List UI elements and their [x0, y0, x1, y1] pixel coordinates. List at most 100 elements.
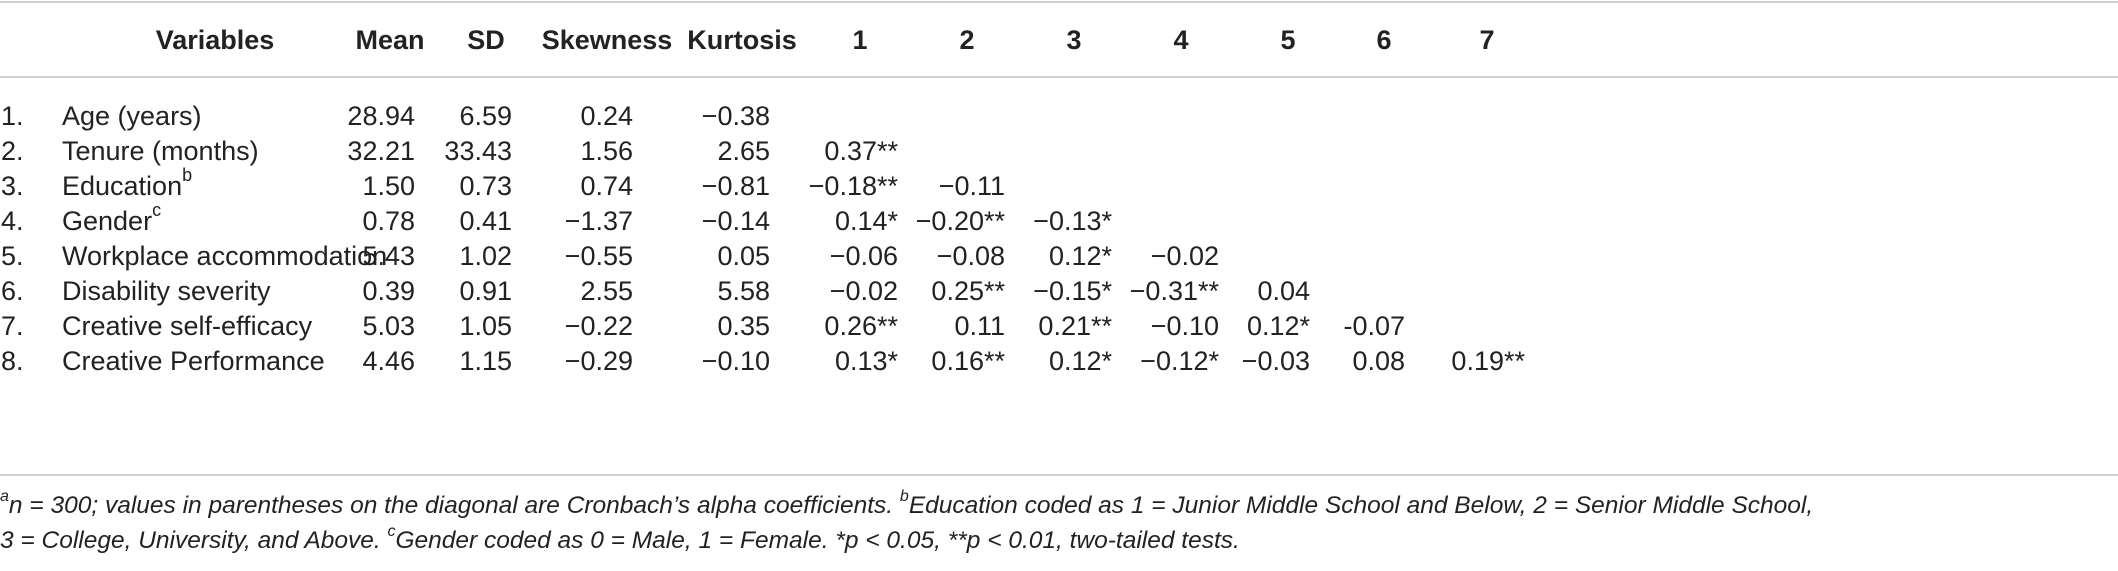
cell-skew: −0.55: [564, 241, 633, 271]
cell-c5: −0.03: [1241, 346, 1310, 376]
table-top-rule: [0, 1, 2118, 3]
cell-c2: 0.16**: [931, 346, 1005, 376]
cell-c4: −0.10: [1150, 311, 1219, 341]
cell-c5: 0.12*: [1246, 311, 1310, 341]
cell-skew: 0.74: [580, 171, 633, 201]
footnote-c-text: Gender coded as 0 = Male, 1 = Female. *p…: [395, 527, 1240, 554]
header-kurtosis: Kurtosis: [687, 25, 797, 55]
cell-sd: 1.05: [459, 311, 512, 341]
cell-c3: 0.21**: [1038, 311, 1112, 341]
table-footnote: an = 300; values in parentheses on the d…: [0, 488, 2115, 558]
header-col-6: 6: [1376, 25, 1392, 55]
cell-kurt: 2.65: [717, 136, 770, 166]
header-mean: Mean: [355, 25, 425, 55]
cell-mean: 1.50: [362, 171, 415, 201]
cell-sd: 33.43: [444, 136, 512, 166]
row-number: 4.: [1, 206, 24, 236]
header-col-2: 2: [959, 25, 975, 55]
cell-c1: −0.18**: [808, 171, 898, 201]
cell-kurt: −0.38: [701, 101, 770, 131]
variable-label: Workplace accommodation: [62, 241, 388, 271]
cell-c2: −0.11: [938, 171, 1005, 201]
cell-c1: 0.26**: [824, 311, 898, 341]
row-number: 6.: [1, 276, 24, 306]
cell-c7: 0.19**: [1451, 346, 1525, 376]
cell-skew: −0.22: [564, 311, 633, 341]
cell-c6: -0.07: [1343, 311, 1405, 341]
footnote-b-text: Education coded as 1 = Junior Middle Sch…: [908, 492, 1814, 519]
cell-mean: 4.46: [362, 346, 415, 376]
cell-mean: 28.94: [347, 101, 415, 131]
variable-label: Age (years): [62, 101, 202, 131]
cell-c5: 0.04: [1257, 276, 1310, 306]
cell-kurt: 5.58: [717, 276, 770, 306]
row-number: 3.: [1, 171, 24, 201]
cell-sd: 0.91: [459, 276, 512, 306]
cell-skew: −0.29: [564, 346, 633, 376]
variable-name: Age (years): [62, 100, 202, 132]
variable-name: Tenure (months): [62, 135, 259, 167]
header-variables: Variables: [155, 25, 275, 55]
cell-kurt: −0.14: [701, 206, 770, 236]
variable-footnote-mark: b: [182, 165, 193, 185]
cell-c2: 0.25**: [931, 276, 1005, 306]
variable-name: Creative Performance: [62, 345, 325, 377]
row-number: 1.: [1, 101, 24, 131]
cell-c1: −0.06: [829, 241, 898, 271]
cell-kurt: −0.10: [701, 346, 770, 376]
cell-kurt: −0.81: [701, 171, 770, 201]
row-number: 8.: [1, 346, 24, 376]
variable-label: Gender: [62, 206, 153, 236]
cell-mean: 0.78: [362, 206, 415, 236]
cell-c3: 0.12*: [1048, 346, 1112, 376]
variable-name: Workplace accommodation: [62, 240, 387, 272]
footnote-mark-b: b: [899, 487, 909, 505]
cell-skew: −1.37: [564, 206, 633, 236]
cell-c3: 0.12*: [1048, 241, 1112, 271]
cell-c6: 0.08: [1352, 346, 1405, 376]
cell-sd: 6.59: [459, 101, 512, 131]
header-skewness: Skewness: [541, 25, 673, 55]
table-header-rule: [0, 76, 2118, 78]
footnote-a-text: n = 300; values in parentheses on the di…: [8, 492, 900, 519]
cell-kurt: 0.05: [717, 241, 770, 271]
variable-name: Creative self-efficacy: [62, 310, 312, 342]
cell-sd: 1.02: [459, 241, 512, 271]
variable-footnote-mark: c: [152, 200, 162, 220]
header-col-5: 5: [1280, 25, 1296, 55]
cell-c1: 0.14*: [834, 206, 898, 236]
variable-label: Education: [62, 171, 183, 201]
table-bottom-rule: [0, 474, 2118, 476]
header-sd: SD: [467, 25, 505, 55]
cell-sd: 1.15: [459, 346, 512, 376]
row-number: 5.: [1, 241, 24, 271]
cell-c1: 0.37**: [824, 136, 898, 166]
cell-mean: 5.03: [362, 311, 415, 341]
cell-c3: −0.13*: [1033, 206, 1112, 236]
cell-c1: 0.13*: [834, 346, 898, 376]
cell-c3: −0.15*: [1033, 276, 1112, 306]
variable-label: Disability severity: [62, 276, 271, 306]
cell-c4: −0.31**: [1129, 276, 1219, 306]
header-col-7: 7: [1479, 25, 1495, 55]
cell-mean: 0.39: [362, 276, 415, 306]
cell-mean: 5.43: [362, 241, 415, 271]
row-number: 7.: [1, 311, 24, 341]
variable-label: Tenure (months): [62, 136, 259, 166]
cell-kurt: 0.35: [717, 311, 770, 341]
header-col-3: 3: [1066, 25, 1082, 55]
cell-skew: 2.55: [580, 276, 633, 306]
cell-c1: −0.02: [829, 276, 898, 306]
cell-c4: −0.02: [1150, 241, 1219, 271]
header-col-1: 1: [852, 25, 868, 55]
variable-name: Educationb: [62, 166, 192, 202]
cell-mean: 32.21: [347, 136, 415, 166]
cell-sd: 0.73: [459, 171, 512, 201]
cell-sd: 0.41: [459, 206, 512, 236]
variable-label: Creative Performance: [62, 346, 325, 376]
footnote-mark-a: a: [0, 487, 9, 505]
cell-c2: −0.08: [936, 241, 1005, 271]
cell-c2: 0.11: [954, 311, 1005, 341]
cell-skew: 1.56: [580, 136, 633, 166]
